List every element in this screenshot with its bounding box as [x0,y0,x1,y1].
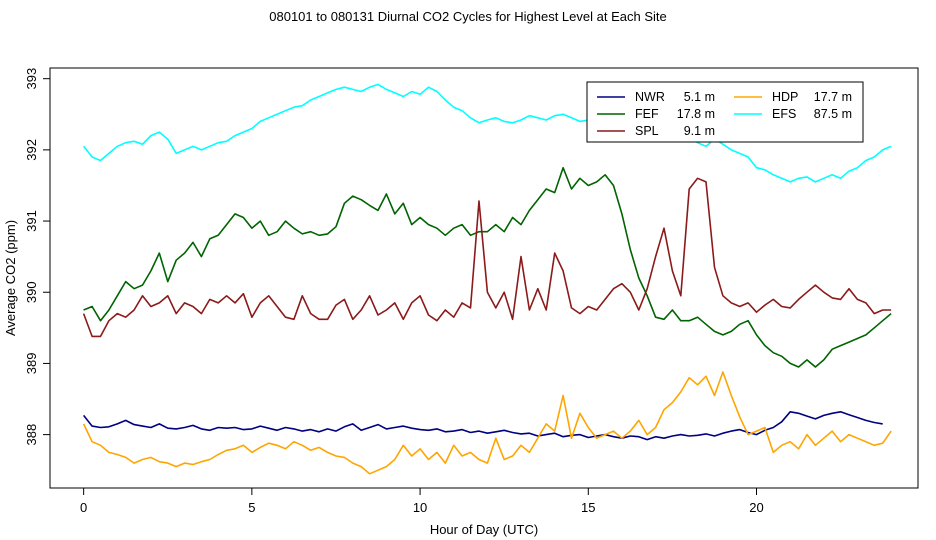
x-tick-label: 10 [413,500,427,515]
x-tick-label: 0 [80,500,87,515]
x-tick-label: 20 [749,500,763,515]
series-line-efs [82,83,892,183]
chart-title: 080101 to 080131 Diurnal CO2 Cycles for … [269,9,666,24]
series-layer [82,83,892,475]
series-line-fef [83,166,892,368]
legend-height-hdp: 17.7 m [814,90,852,104]
legend-box [586,81,864,143]
series-line-hdp [82,371,892,475]
legend: NWR 5.1 m FEF 17.8 m SPL 9.1 m HDP 17.7 m EFS 87.… [586,81,864,143]
y-axis-label: Average CO2 (ppm) [3,220,18,336]
y-axis: 388 389 390 391 392 393 [24,68,51,446]
y-tick-label: 391 [24,210,39,232]
series-line-nwr [82,410,883,441]
x-axis-label: Hour of Day (UTC) [430,522,538,537]
legend-label-spl: SPL [635,124,659,138]
y-tick-label: 389 [24,353,39,375]
y-tick-label: 392 [24,139,39,161]
y-tick-label: 388 [24,424,39,446]
x-tick-label: 5 [248,500,255,515]
legend-label-fef: FEF [635,107,659,121]
legend-height-spl: 9.1 m [684,124,715,138]
legend-label-efs: EFS [772,107,796,121]
x-axis: 0 5 10 15 20 [80,487,764,515]
legend-label-hdp: HDP [772,90,798,104]
y-tick-label: 393 [24,68,39,90]
y-tick-label: 390 [24,281,39,303]
legend-label-nwr: NWR [635,90,665,104]
x-tick-label: 15 [581,500,595,515]
legend-height-nwr: 5.1 m [684,90,715,104]
series-line-spl [82,177,892,338]
legend-height-efs: 87.5 m [814,107,852,121]
legend-height-fef: 17.8 m [677,107,715,121]
